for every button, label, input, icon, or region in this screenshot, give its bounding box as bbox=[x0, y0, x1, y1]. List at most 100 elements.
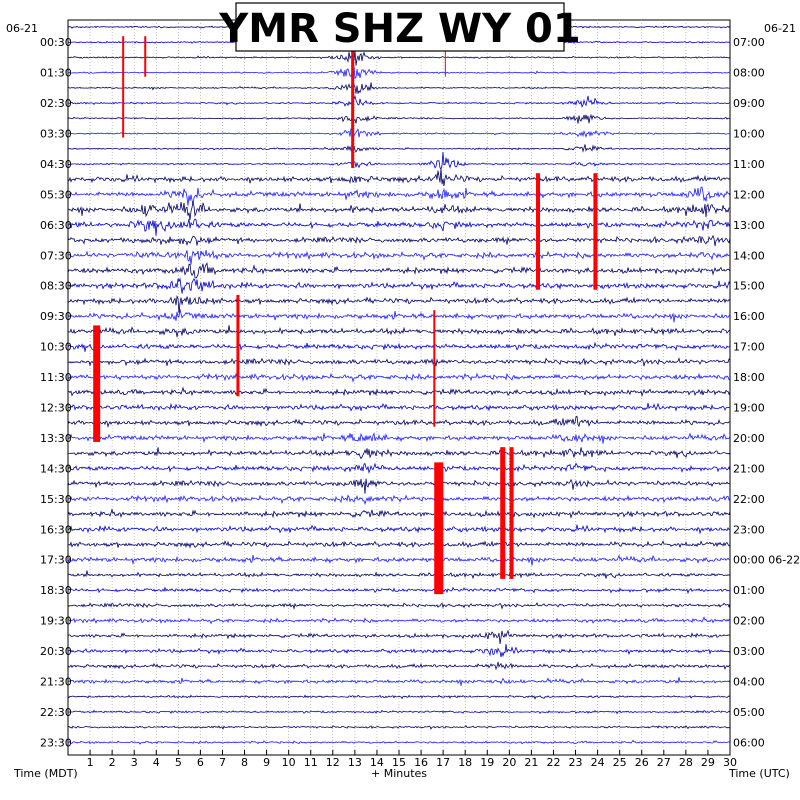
x-tick-label: 30 bbox=[723, 756, 737, 769]
x-tick-label: 2 bbox=[109, 756, 116, 769]
trace-line bbox=[68, 402, 731, 412]
right-time-label: 05:00 bbox=[733, 706, 765, 719]
right-time-label: 13:00 bbox=[733, 219, 765, 232]
right-time-label: 15:00 bbox=[733, 280, 765, 293]
grid-layer bbox=[89, 20, 709, 755]
trace-line bbox=[67, 113, 731, 124]
clip-layer bbox=[93, 21, 598, 595]
trace-line bbox=[67, 677, 731, 686]
right-time-label: 21:00 bbox=[733, 462, 765, 475]
left-time-label: 23:30 bbox=[40, 736, 72, 749]
right-time-label: 18:00 bbox=[733, 371, 765, 384]
clip-mark bbox=[122, 36, 125, 138]
trace-line bbox=[67, 494, 731, 506]
trace-layer bbox=[67, 25, 731, 745]
x-tick-label: 18 bbox=[458, 756, 472, 769]
trace-line bbox=[67, 95, 731, 108]
x-tick-label: 9 bbox=[263, 756, 270, 769]
chart-title: YMR SHZ WY 01 bbox=[218, 6, 580, 52]
trace-line bbox=[67, 725, 731, 730]
left-time-label: 09:30 bbox=[40, 310, 72, 323]
x-tick-label: 29 bbox=[701, 756, 715, 769]
right-time-label: 22:00 bbox=[733, 493, 765, 506]
trace-line bbox=[67, 325, 731, 338]
left-time-label: 18:30 bbox=[40, 584, 72, 597]
left-time-label: 05:30 bbox=[40, 188, 72, 201]
trace-line bbox=[67, 234, 731, 247]
trace-line bbox=[67, 508, 731, 519]
x-tick-label: 20 bbox=[502, 756, 516, 769]
clip-mark bbox=[236, 294, 240, 397]
x-tick-label: 5 bbox=[175, 756, 182, 769]
left-time-label: 03:30 bbox=[40, 128, 72, 141]
left-date-label: 06-21 bbox=[6, 22, 38, 35]
x-tick-label: 28 bbox=[679, 756, 693, 769]
left-time-label: 00:30 bbox=[40, 36, 72, 49]
trace-line bbox=[67, 250, 731, 265]
left-time-label: 17:30 bbox=[40, 554, 72, 567]
x-axis-label: + Minutes bbox=[371, 767, 427, 780]
right-time-label: 06:00 bbox=[733, 736, 765, 749]
right-time-label: 10:00 bbox=[733, 128, 765, 141]
right-time-label: 23:00 bbox=[733, 523, 765, 536]
clip-mark bbox=[509, 447, 514, 579]
trace-line bbox=[67, 629, 731, 645]
title-box bbox=[235, 2, 565, 52]
trace-line bbox=[67, 415, 731, 429]
trace-line bbox=[67, 447, 731, 460]
right-time-label: 12:00 bbox=[733, 188, 765, 201]
left-time-label: 04:30 bbox=[40, 158, 72, 171]
x-tick-label: 12 bbox=[326, 756, 340, 769]
x-tick-label: 23 bbox=[569, 756, 583, 769]
right-time-label: 16:00 bbox=[733, 310, 765, 323]
left-time-label: 22:30 bbox=[40, 706, 72, 719]
trace-line bbox=[67, 661, 731, 671]
trace-line bbox=[67, 168, 731, 186]
left-time-label: 13:30 bbox=[40, 432, 72, 445]
clip-mark bbox=[144, 36, 147, 77]
trace-line bbox=[67, 554, 731, 566]
trace-line bbox=[67, 277, 731, 294]
trace-line bbox=[67, 186, 731, 206]
right-time-label: 03:00 bbox=[733, 645, 765, 658]
left-time-label: 21:30 bbox=[40, 675, 72, 688]
right-date-label: 06-21 bbox=[764, 22, 796, 35]
x-tick-label: 21 bbox=[524, 756, 538, 769]
trace-line bbox=[67, 432, 731, 444]
trace-line bbox=[67, 309, 731, 323]
x-tick-label: 10 bbox=[282, 756, 296, 769]
right-time-label: 00:00 06-22 bbox=[733, 554, 800, 567]
x-tick-label: 22 bbox=[546, 756, 560, 769]
x-tick-label: 1 bbox=[87, 756, 94, 769]
trace-line bbox=[67, 50, 731, 66]
right-time-label: 11:00 bbox=[733, 158, 765, 171]
clip-mark bbox=[93, 325, 101, 442]
left-time-label: 10:30 bbox=[40, 341, 72, 354]
x-tick-label: 14 bbox=[370, 756, 384, 769]
left-time-label: 19:30 bbox=[40, 615, 72, 628]
x-tick-label: 25 bbox=[613, 756, 627, 769]
left-time-label: 07:30 bbox=[40, 249, 72, 262]
right-time-label: 07:00 bbox=[733, 36, 765, 49]
left-time-label: 15:30 bbox=[40, 493, 72, 506]
trace-line bbox=[67, 341, 731, 352]
left-time-label: 08:30 bbox=[40, 280, 72, 293]
trace-line bbox=[67, 201, 731, 220]
left-time-label: 16:30 bbox=[40, 523, 72, 536]
clip-mark bbox=[434, 462, 444, 595]
left-time-label: 20:30 bbox=[40, 645, 72, 658]
trace-line bbox=[67, 386, 731, 398]
clip-mark bbox=[593, 173, 598, 290]
right-time-label: 08:00 bbox=[733, 67, 765, 80]
x-tick-label: 6 bbox=[197, 756, 204, 769]
x-tick-label: 17 bbox=[436, 756, 450, 769]
trace-line bbox=[67, 462, 731, 474]
right-time-label: 14:00 bbox=[733, 249, 765, 262]
x-tick-label: 13 bbox=[348, 756, 362, 769]
right-time-label: 04:00 bbox=[733, 675, 765, 688]
left-time-label: 01:30 bbox=[40, 67, 72, 80]
tick-layer: 1 2 3 4 5 6 7 8 9 10 11 12 13 14 15 16 17 18 19 20 21 22 23 24 2… bbox=[40, 36, 800, 769]
x-tick-label: 15 bbox=[392, 756, 406, 769]
x-tick-label: 27 bbox=[657, 756, 671, 769]
